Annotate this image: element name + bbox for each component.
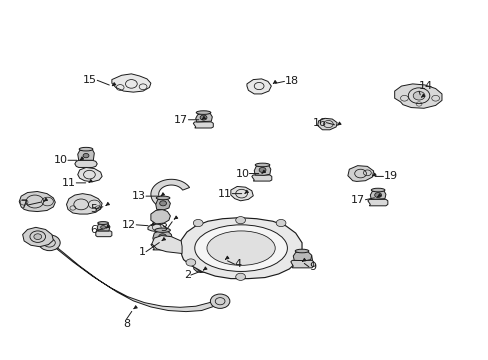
Polygon shape (295, 252, 312, 267)
Ellipse shape (156, 196, 169, 200)
Text: 6: 6 (90, 225, 97, 235)
Polygon shape (47, 241, 222, 312)
Text: 17: 17 (350, 195, 365, 205)
Polygon shape (347, 166, 373, 181)
Polygon shape (195, 113, 212, 122)
Text: 12: 12 (122, 220, 136, 230)
Ellipse shape (196, 111, 210, 114)
Polygon shape (22, 227, 53, 247)
Polygon shape (246, 79, 271, 94)
Circle shape (158, 234, 166, 239)
Circle shape (185, 259, 195, 266)
Text: 10: 10 (54, 155, 68, 165)
Circle shape (292, 260, 302, 267)
Text: 16: 16 (312, 118, 326, 128)
Polygon shape (211, 252, 229, 265)
Circle shape (101, 226, 105, 229)
Polygon shape (180, 218, 302, 279)
Circle shape (259, 167, 265, 172)
Text: 13: 13 (132, 191, 146, 201)
Text: 14: 14 (418, 81, 432, 91)
Circle shape (199, 265, 204, 269)
Polygon shape (78, 148, 94, 160)
Text: 5: 5 (90, 204, 97, 214)
Circle shape (83, 153, 89, 158)
Circle shape (210, 294, 229, 309)
Ellipse shape (79, 147, 93, 151)
Circle shape (159, 201, 166, 206)
Text: 11: 11 (218, 189, 232, 199)
Text: 19: 19 (383, 171, 397, 181)
Polygon shape (230, 186, 253, 201)
Polygon shape (66, 194, 102, 214)
Circle shape (235, 217, 245, 224)
Polygon shape (112, 74, 151, 92)
Polygon shape (96, 231, 112, 237)
Ellipse shape (194, 225, 287, 271)
Polygon shape (97, 223, 110, 231)
Polygon shape (152, 235, 182, 253)
Circle shape (200, 115, 206, 120)
Polygon shape (369, 190, 385, 199)
Polygon shape (367, 199, 387, 206)
Circle shape (276, 220, 285, 226)
Text: 15: 15 (83, 75, 97, 85)
Polygon shape (75, 160, 97, 167)
Polygon shape (78, 167, 102, 182)
Text: 4: 4 (234, 259, 242, 269)
Text: 1: 1 (139, 247, 146, 257)
Circle shape (39, 235, 60, 251)
Ellipse shape (295, 249, 308, 253)
Text: 2: 2 (183, 270, 190, 280)
Text: 7: 7 (20, 200, 27, 210)
Ellipse shape (255, 163, 269, 167)
Text: 3: 3 (160, 224, 167, 233)
Circle shape (412, 91, 424, 100)
Text: 10: 10 (235, 168, 249, 179)
Ellipse shape (370, 188, 384, 192)
Polygon shape (151, 243, 173, 250)
Polygon shape (317, 118, 336, 130)
Polygon shape (254, 165, 270, 175)
Polygon shape (153, 230, 172, 243)
Polygon shape (290, 260, 313, 268)
Polygon shape (293, 251, 311, 261)
Circle shape (235, 273, 245, 280)
Ellipse shape (98, 222, 108, 225)
Polygon shape (394, 84, 441, 108)
Text: 18: 18 (284, 76, 298, 86)
Polygon shape (156, 198, 170, 210)
Polygon shape (193, 262, 210, 273)
Polygon shape (19, 192, 55, 212)
Text: 9: 9 (308, 262, 315, 272)
Polygon shape (193, 122, 213, 128)
Ellipse shape (206, 231, 275, 265)
Text: 17: 17 (174, 115, 188, 125)
Circle shape (34, 234, 41, 239)
Polygon shape (151, 210, 170, 224)
Polygon shape (151, 179, 189, 205)
Circle shape (374, 193, 381, 198)
Ellipse shape (155, 228, 170, 232)
Text: 8: 8 (122, 319, 130, 329)
Text: 11: 11 (62, 178, 76, 188)
Circle shape (193, 220, 203, 226)
Polygon shape (251, 175, 271, 181)
Polygon shape (148, 224, 165, 231)
